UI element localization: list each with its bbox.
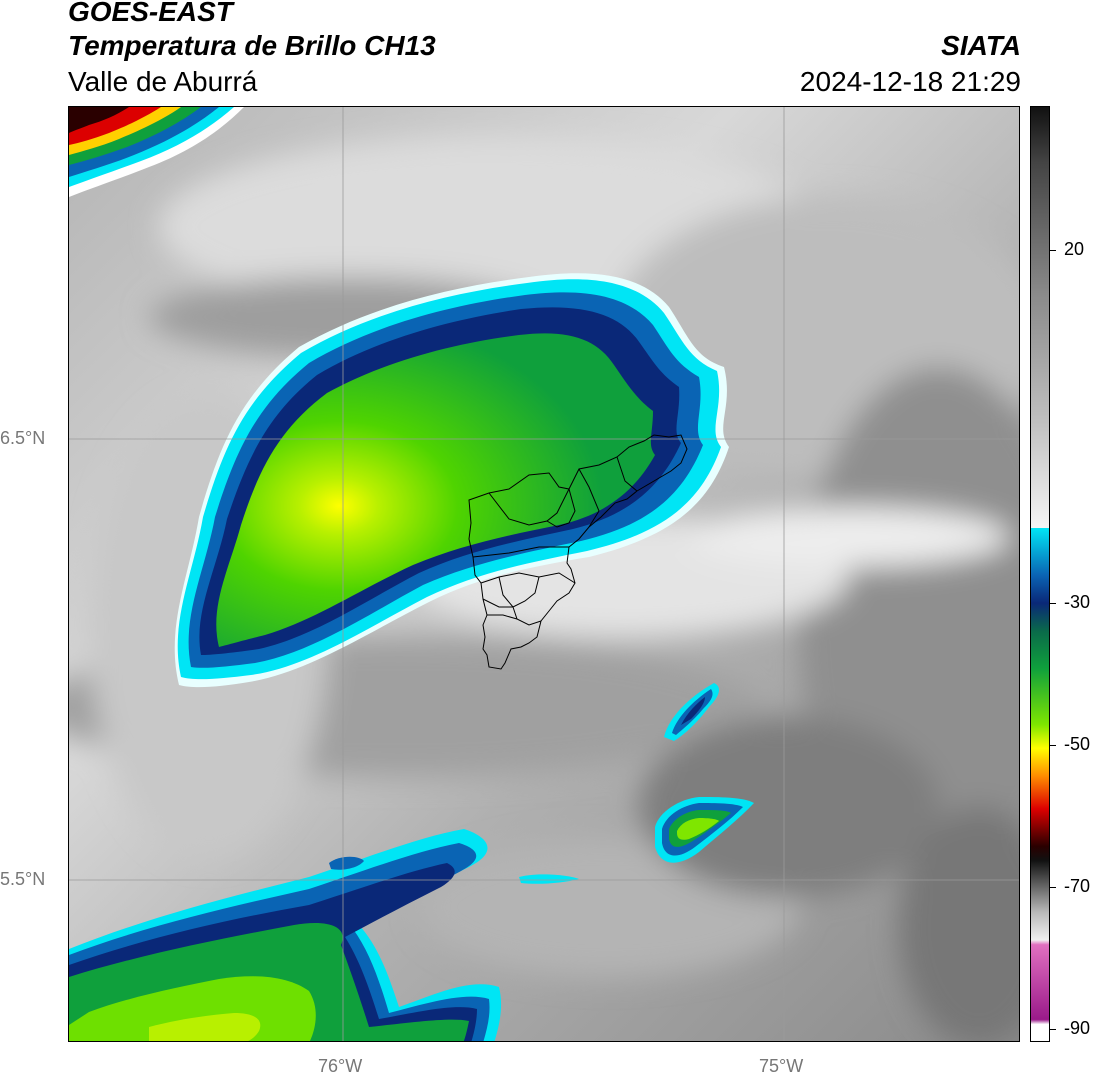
lon-label-76w: 76°W <box>318 1056 363 1076</box>
colorbar-svg <box>1031 107 1049 1041</box>
municipal-boundaries <box>468 434 688 670</box>
colorbar <box>1030 106 1050 1042</box>
map-svg <box>69 107 1019 1041</box>
satellite-title: GOES-EAST <box>68 0 233 27</box>
colorbar-tick-minus30 <box>1050 603 1056 604</box>
colorbar-label-minus70: -70 <box>1064 876 1091 896</box>
colorbar-tick-minus70 <box>1050 887 1056 888</box>
small-cell-1 <box>664 683 720 741</box>
brand-label: SIATA <box>941 30 1021 61</box>
colorbar-label-minus90: -90 <box>1064 1018 1091 1038</box>
small-cell-2 <box>655 797 754 863</box>
lon-label-75w: 75°W <box>759 1056 804 1076</box>
colorbar-label-20: 20 <box>1064 239 1085 259</box>
cloud-bottom-left <box>69 829 579 1041</box>
gridlines <box>69 107 1019 1041</box>
main-storm-cell <box>174 273 729 688</box>
region-subtitle: Valle de Aburrá <box>68 66 258 97</box>
datetime-label: 2024-12-18 21:29 <box>799 66 1021 97</box>
satellite-map <box>68 106 1020 1042</box>
colorbar-label-minus50: -50 <box>1064 734 1091 754</box>
colorbar-tick-minus50 <box>1050 745 1056 746</box>
colorbar-fill <box>1031 107 1049 1041</box>
colorbar-tick-20 <box>1050 250 1056 251</box>
colorbar-label-minus30: -30 <box>1064 592 1091 612</box>
lat-label-5-5: 5.5°N <box>0 869 46 889</box>
lat-label-6-5: 6.5°N <box>0 428 46 448</box>
product-title: Temperatura de Brillo CH13 <box>68 30 436 61</box>
colorbar-tick-minus90 <box>1050 1029 1056 1030</box>
cloud-top-left <box>69 107 244 197</box>
